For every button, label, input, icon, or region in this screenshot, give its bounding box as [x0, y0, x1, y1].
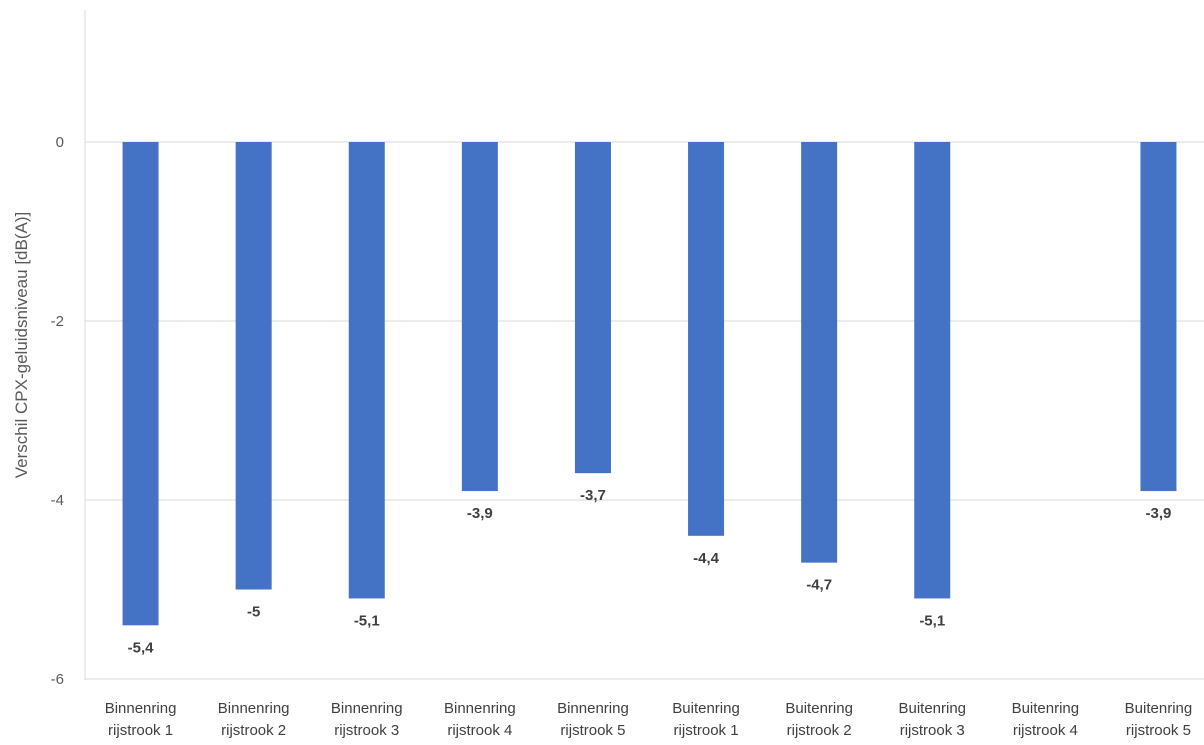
y-tick-label: -6 — [51, 671, 64, 688]
category-label: Buitenring rijstrook 1 — [672, 700, 740, 739]
category-label: Buitenring rijstrook 2 — [785, 700, 853, 739]
data-label: -5,4 — [128, 639, 155, 656]
bar — [801, 142, 838, 563]
y-axis-title: Verschil CPX-geluidsniveau [dB(A)] — [12, 212, 31, 478]
y-axis-ticks: 0 -2 -4 -6 — [51, 134, 64, 688]
category-label-line: Buitenring — [898, 700, 966, 717]
bar — [688, 142, 725, 536]
data-labels: -5,4 -5 -5,1 -3,9 -3,7 -4,4 -4,7 -5,1 -3,9 — [128, 487, 1172, 656]
category-label: Buitenring rijstrook 5 — [1125, 700, 1193, 739]
y-tick-label: -4 — [51, 492, 64, 509]
category-label-line: rijstrook 2 — [787, 722, 852, 739]
category-labels: Binnenring rijstrook 1 Binnenring rijstrook… — [105, 700, 1193, 739]
y-tick-label: -2 — [51, 313, 64, 330]
category-label-line: Buitenring — [672, 700, 740, 717]
category-label-line: rijstrook 4 — [1013, 722, 1078, 739]
data-label: -4,4 — [693, 550, 720, 567]
category-label-line: Binnenring — [557, 700, 629, 717]
category-label-line: rijstrook 3 — [900, 722, 965, 739]
category-label-line: Binnenring — [105, 700, 177, 717]
bar — [235, 142, 272, 590]
category-label: Binnenring rijstrook 4 — [444, 700, 516, 739]
category-label-line: Binnenring — [218, 700, 290, 717]
category-label: Binnenring rijstrook 5 — [557, 700, 629, 739]
category-label-line: Binnenring — [331, 700, 403, 717]
bars — [122, 142, 1177, 626]
category-label-line: rijstrook 1 — [108, 722, 173, 739]
data-label: -3,9 — [1146, 505, 1172, 522]
category-label: Binnenring rijstrook 2 — [218, 700, 290, 739]
bar — [574, 142, 611, 474]
category-label-line: rijstrook 5 — [1126, 722, 1191, 739]
bar — [122, 142, 159, 626]
category-label-line: rijstrook 3 — [334, 722, 399, 739]
category-label-line: rijstrook 2 — [221, 722, 286, 739]
category-label: Binnenring rijstrook 1 — [105, 700, 177, 739]
category-label: Binnenring rijstrook 3 — [331, 700, 403, 739]
bar — [914, 142, 951, 599]
category-label-line: Buitenring — [1012, 700, 1080, 717]
y-tick-label: 0 — [56, 134, 64, 151]
category-label-line: Buitenring — [785, 700, 853, 717]
data-label: -5,1 — [919, 612, 945, 629]
category-label-line: rijstrook 5 — [560, 722, 625, 739]
category-label-line: rijstrook 1 — [674, 722, 739, 739]
category-label-line: Buitenring — [1125, 700, 1193, 717]
bar — [348, 142, 385, 599]
category-label-line: Binnenring — [444, 700, 516, 717]
data-label: -5 — [247, 604, 260, 621]
data-label: -4,7 — [806, 577, 832, 594]
category-label-line: rijstrook 4 — [447, 722, 512, 739]
data-label: -3,7 — [580, 487, 606, 504]
category-label: Buitenring rijstrook 3 — [898, 700, 966, 739]
data-label: -5,1 — [354, 612, 380, 629]
bar — [1140, 142, 1177, 492]
data-label: -3,9 — [467, 505, 493, 522]
category-label: Buitenring rijstrook 4 — [1012, 700, 1080, 739]
bar — [461, 142, 498, 492]
